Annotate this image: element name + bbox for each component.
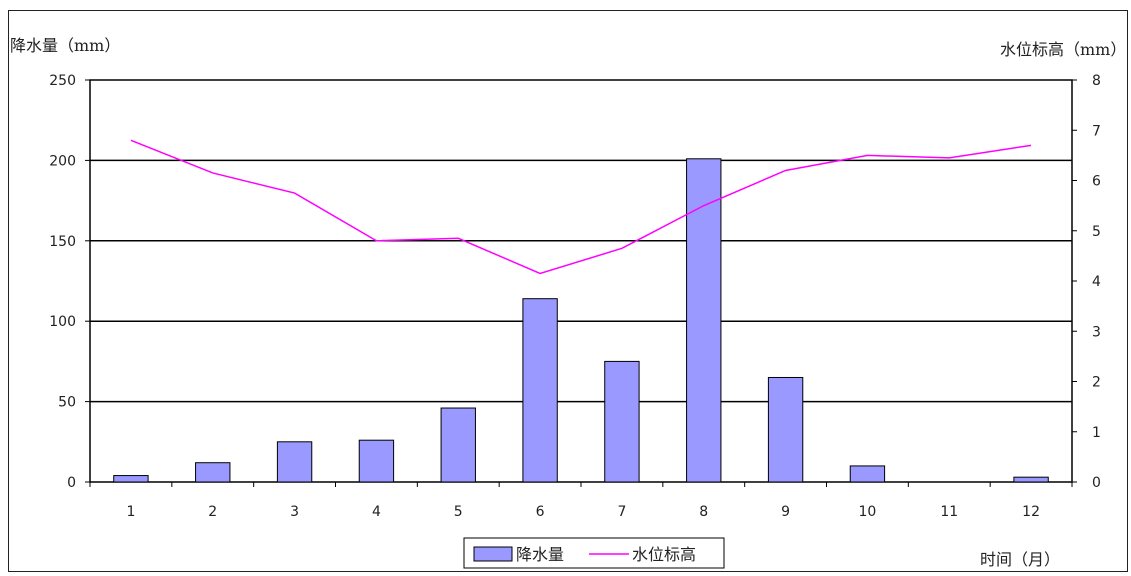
right-axis-label: 水位标高（mm） [1000,40,1127,59]
x-tick-label: 9 [781,504,790,520]
x-tick-label: 4 [372,504,381,520]
right-tick-label: 1 [1092,425,1101,441]
x-tick-label: 12 [1022,504,1040,520]
plot-area [89,79,1073,483]
right-tick-label: 2 [1092,375,1101,391]
x-tick-label: 7 [617,504,626,520]
bar [686,158,722,483]
legend-bar-swatch [473,546,513,562]
legend-bar-label: 降水量 [516,545,564,564]
x-tick-label: 2 [208,504,217,520]
x-tick-label: 5 [454,504,463,520]
x-tick-label: 6 [536,504,545,520]
left-tick-label: 150 [49,234,76,250]
bar [195,462,231,483]
bar [522,298,558,483]
left-tick-label: 50 [58,395,76,411]
bar [358,439,395,483]
right-tick-label: 6 [1092,174,1101,190]
bar [849,465,886,483]
right-tick-label: 0 [1092,475,1101,491]
x-axis-label: 时间（月） [980,550,1061,569]
legend-line-label: 水位标高 [632,545,696,564]
left-tick-label: 200 [49,153,76,169]
right-tick-label: 8 [1092,73,1101,89]
x-tick-label: 3 [290,504,299,520]
right-tick-label: 7 [1092,123,1101,139]
x-tick-label: 8 [699,504,708,520]
bar [440,407,476,483]
bar [113,475,149,483]
right-tick-label: 5 [1092,224,1101,240]
bar [604,360,640,483]
left-tick-label: 250 [49,73,76,89]
bar [276,441,313,483]
water-level-line [130,139,1032,275]
left-axis-label: 降水量（mm） [10,36,121,55]
left-tick-label: 0 [67,475,76,491]
x-tick-label: 1 [126,504,135,520]
left-tick-label: 100 [49,314,76,330]
right-tick-label: 3 [1092,324,1101,340]
bar [767,376,804,483]
right-tick-label: 4 [1092,274,1101,290]
x-tick-label: 11 [940,504,958,520]
x-tick-label: 10 [859,504,877,520]
bar [1013,476,1049,483]
